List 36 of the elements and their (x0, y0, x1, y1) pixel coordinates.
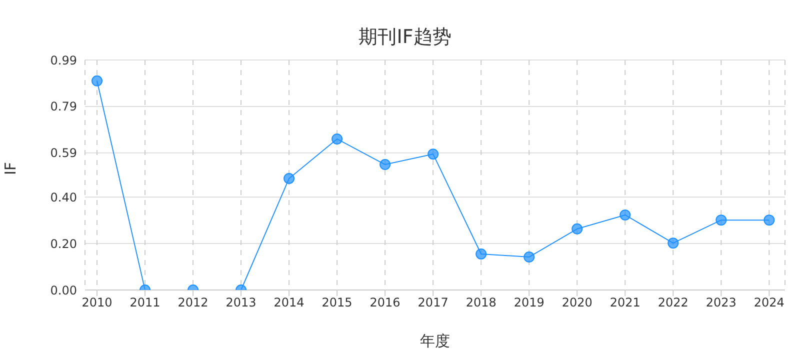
point (668, 238, 679, 249)
y-tick-label: 0.79 (50, 100, 77, 114)
point (764, 214, 775, 226)
point (92, 75, 103, 86)
x-tick-label: 2016 (370, 296, 400, 310)
x-axis-title: 年度 (420, 332, 450, 350)
x-tick-label: 2019 (514, 296, 544, 310)
point (332, 133, 343, 144)
x-tick-label: 2014 (274, 296, 304, 310)
point (284, 172, 295, 184)
point (428, 148, 439, 160)
x-tick-label: 2013 (226, 296, 256, 310)
point (572, 223, 583, 234)
point (476, 248, 487, 260)
point (380, 159, 391, 170)
x-tick-label: 2011 (130, 296, 160, 310)
x-tick-label: 2015 (322, 296, 352, 310)
chart-title: 期刊IF趋势 (358, 25, 452, 50)
x-tick-label: 2012 (178, 296, 208, 310)
x-tick-label: 2020 (562, 296, 592, 310)
y-tick-label: 0.99 (50, 53, 77, 68)
x-tick-label: 2018 (466, 296, 496, 310)
x-tick-label: 2021 (610, 296, 640, 310)
point (716, 214, 727, 226)
point (524, 252, 535, 263)
x-tick-label: 2017 (418, 296, 448, 310)
x-tick-label: 2022 (658, 296, 688, 310)
y-tick-label: 0.59 (50, 146, 77, 160)
x-tick-label: 2010 (82, 296, 112, 310)
y-tick-label: 0.40 (50, 190, 77, 204)
y-tick-label: 0.00 (50, 283, 77, 298)
point (620, 209, 631, 220)
x-tick-label: 2024 (754, 296, 784, 310)
y-tick-label: 0.20 (50, 236, 77, 251)
x-tick-label: 2023 (706, 296, 736, 310)
y-axis-title: IF (1, 162, 20, 175)
